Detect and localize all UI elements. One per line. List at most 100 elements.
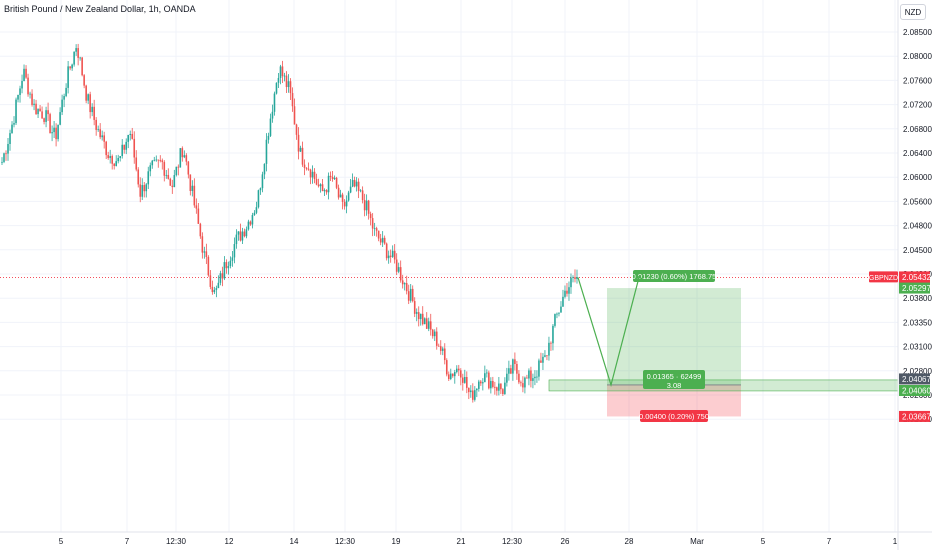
candle — [367, 199, 370, 220]
candle — [439, 340, 442, 355]
candle — [163, 160, 166, 182]
candle — [470, 385, 472, 398]
candle-body — [526, 377, 528, 379]
candle-body — [447, 374, 450, 379]
candle-body — [181, 148, 184, 158]
candle — [249, 220, 252, 226]
y-tick-label: 2.04800 — [903, 222, 932, 231]
y-tick-label: 2.03800 — [903, 294, 932, 303]
price-badge-text: 2.04060 — [902, 386, 931, 395]
candle-body — [399, 267, 402, 281]
candle-body — [361, 190, 364, 201]
candle — [183, 150, 186, 159]
candle — [119, 156, 122, 162]
candle-body — [381, 237, 384, 243]
candle-body — [169, 178, 172, 186]
candle-body — [393, 250, 396, 260]
candle-body — [225, 262, 228, 269]
candle-body — [25, 68, 27, 78]
candle-body — [576, 277, 578, 280]
y-tick-label: 2.05600 — [903, 197, 932, 206]
candle-body — [337, 187, 340, 198]
candle — [273, 91, 276, 116]
candle — [93, 99, 95, 126]
candle-body — [313, 171, 316, 180]
candle — [25, 65, 27, 79]
candle — [165, 169, 168, 179]
candle-body — [143, 185, 146, 192]
candle-body — [461, 377, 464, 383]
candle-body — [179, 148, 182, 168]
candle-body — [572, 277, 574, 279]
candle-body — [459, 370, 462, 378]
candle — [421, 306, 424, 326]
candle-body — [492, 380, 494, 387]
candle — [251, 212, 254, 229]
candle-body — [13, 123, 15, 125]
stop-label-bg — [640, 410, 708, 422]
candle-body — [514, 359, 516, 364]
x-tick-label: 5 — [761, 537, 766, 546]
x-tick-label: 21 — [457, 537, 466, 546]
candle-body — [439, 346, 442, 351]
candle — [331, 170, 334, 182]
candle-body — [327, 175, 330, 193]
currency-button[interactable]: NZD — [900, 4, 926, 20]
candle — [289, 78, 292, 100]
time-axis: 5 7 12:30 12 14 12:30 19 21 12:30 26 28 Mar 5 7 1 — [0, 531, 932, 546]
candle — [359, 189, 362, 193]
candle-body — [484, 373, 486, 383]
candle-body — [115, 161, 118, 166]
candle — [423, 317, 426, 325]
entry-band — [548, 379, 899, 392]
candle-body — [121, 144, 124, 157]
candle — [155, 155, 158, 162]
candle-body — [45, 110, 47, 122]
candle-body — [141, 185, 144, 197]
candle — [556, 312, 558, 319]
candle — [285, 71, 288, 93]
candle — [47, 102, 49, 122]
y-tick-label: 2.08500 — [903, 28, 932, 37]
candle-body — [111, 156, 113, 164]
candle — [91, 103, 93, 117]
candle — [375, 226, 378, 237]
candle-body — [345, 200, 348, 207]
candle — [504, 377, 506, 395]
candle — [291, 87, 294, 112]
candle — [399, 260, 402, 283]
candle-body — [429, 321, 432, 330]
candle — [11, 121, 13, 134]
candle — [445, 358, 448, 377]
candle — [111, 154, 113, 170]
candle-body — [65, 87, 67, 97]
candle — [55, 123, 57, 147]
candle — [385, 242, 388, 261]
candle-body — [498, 383, 500, 391]
candle — [243, 228, 246, 238]
projection-arrowhead — [633, 275, 645, 282]
candle-body — [445, 360, 448, 375]
candle — [137, 167, 140, 188]
candle — [9, 129, 11, 151]
candle — [193, 178, 196, 208]
candle-body — [369, 213, 372, 219]
candle — [526, 374, 528, 379]
candle-body — [502, 389, 504, 394]
candle — [29, 91, 31, 99]
candle-body — [189, 174, 192, 191]
candle — [269, 113, 272, 138]
candle-body — [508, 368, 510, 374]
candle-body — [359, 190, 362, 192]
candle — [115, 155, 118, 167]
candle-body — [377, 230, 380, 239]
candle — [147, 166, 150, 189]
candle-body — [301, 147, 304, 165]
candle — [538, 358, 540, 381]
x-tick-label: 7 — [827, 537, 832, 546]
candle — [259, 187, 262, 195]
candle — [77, 43, 79, 66]
y-tick-label: 2.06800 — [903, 125, 932, 134]
